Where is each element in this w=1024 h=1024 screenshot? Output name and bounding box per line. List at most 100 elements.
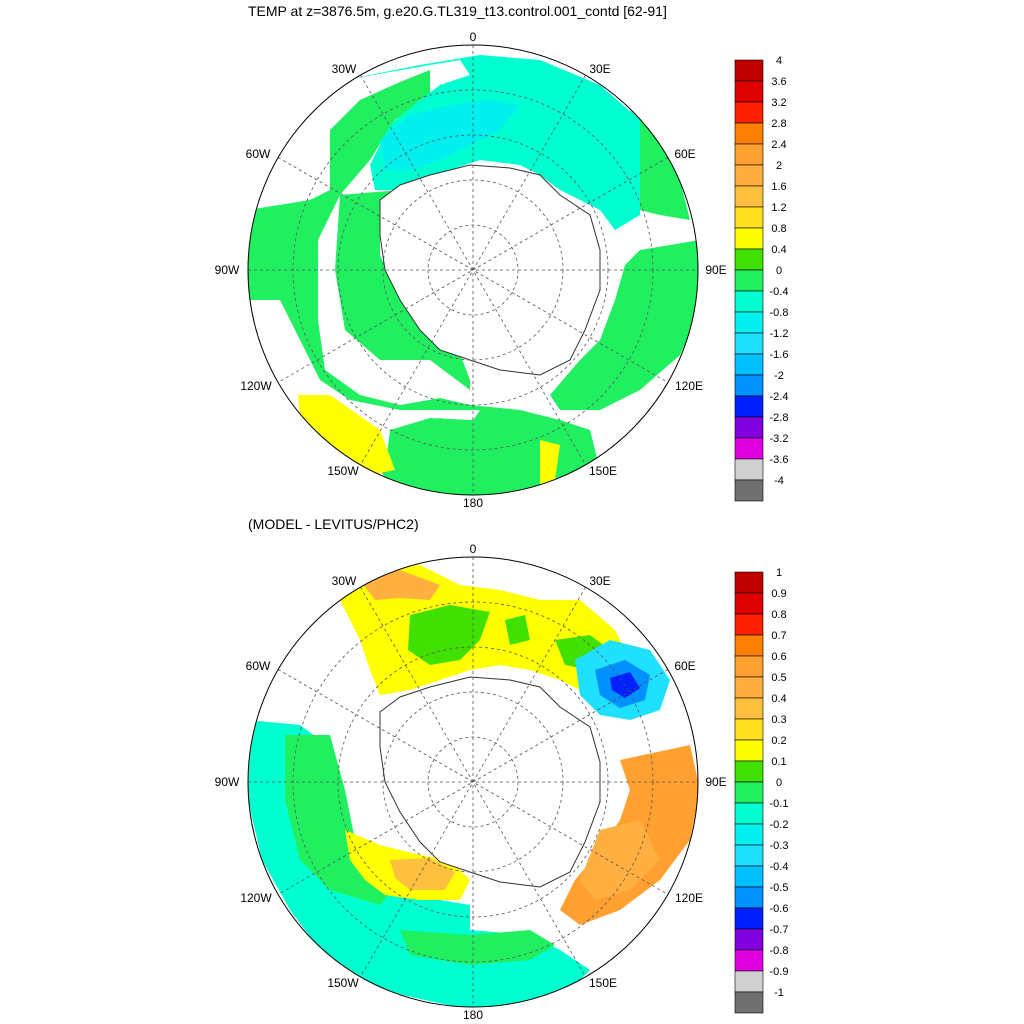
top-field-east bbox=[550, 240, 698, 410]
bottom-field-sw-orange bbox=[390, 858, 455, 890]
colorbar-swatch bbox=[734, 395, 764, 418]
bottom-lon-label: 120W bbox=[240, 891, 272, 905]
top-longitude-labels: 0 30E 60E 90E 120E 150E 180 150W 120W 90… bbox=[215, 30, 727, 510]
colorbar-swatch bbox=[734, 80, 764, 103]
colorbar-swatch bbox=[734, 479, 764, 502]
colorbar-tick-label: -0.8 bbox=[770, 945, 789, 957]
colorbar-tick-label: 3.6 bbox=[771, 76, 786, 88]
colorbar-swatch bbox=[734, 248, 764, 271]
colorbar-tick-label: -0.3 bbox=[770, 840, 789, 852]
colorbar-tick-label: 4 bbox=[776, 55, 782, 67]
bottom-lon-label: 60E bbox=[674, 659, 695, 673]
colorbar-tick-label: 0.2 bbox=[771, 735, 786, 747]
top-field-atlantic bbox=[345, 55, 640, 230]
colorbar-swatch bbox=[734, 739, 764, 762]
colorbar-tick-label: 0.4 bbox=[771, 693, 786, 705]
colorbar-tick-label: 0.8 bbox=[771, 223, 786, 235]
top-colorbar: 4 3.6 3.2 2.8 2.4 2 1.6 1.2 0.8 0.4 0 -0.4 -0.8 -1.2 -… bbox=[734, 55, 789, 502]
top-lon-label: 150W bbox=[327, 464, 359, 478]
colorbar-tick-label: -0.9 bbox=[770, 966, 789, 978]
top-lon-label: 150E bbox=[589, 464, 617, 478]
colorbar-tick-label: 1 bbox=[776, 567, 782, 579]
colorbar-tick-label: -3.6 bbox=[770, 454, 789, 466]
bottom-lon-label: 30E bbox=[589, 574, 610, 588]
colorbar-swatch bbox=[734, 59, 764, 82]
colorbar-swatch bbox=[734, 802, 764, 825]
colorbar-tick-label: 0.8 bbox=[771, 609, 786, 621]
colorbar-tick-label: -0.6 bbox=[770, 903, 789, 915]
top-field-yellow-se bbox=[540, 440, 560, 485]
colorbar-tick-label: -0.1 bbox=[770, 798, 789, 810]
colorbar-swatch bbox=[734, 865, 764, 888]
colorbar-tick-label: 0.1 bbox=[771, 756, 786, 768]
colorbar-swatch bbox=[734, 185, 764, 208]
colorbar-tick-label: -1.6 bbox=[770, 349, 789, 361]
top-field-weddell bbox=[380, 100, 520, 170]
top-lon-label: 180 bbox=[463, 496, 483, 510]
colorbar-swatch bbox=[734, 991, 764, 1014]
colorbar-tick-label: 1.6 bbox=[771, 181, 786, 193]
bottom-lon-label: 150W bbox=[327, 976, 359, 990]
bottom-map-title: (MODEL - LEVITUS/PHC2) bbox=[248, 516, 419, 532]
colorbar-swatch bbox=[734, 928, 764, 951]
colorbar-tick-label: -2.8 bbox=[770, 412, 789, 424]
colorbar-swatch bbox=[734, 290, 764, 313]
colorbar-swatch bbox=[734, 949, 764, 972]
colorbar-tick-label: 1.2 bbox=[771, 202, 786, 214]
bottom-field-atlantic-green bbox=[408, 605, 490, 665]
bottom-lon-label: 30W bbox=[332, 574, 357, 588]
colorbar-swatch bbox=[734, 332, 764, 355]
top-field-northeast bbox=[630, 110, 690, 220]
top-field-south bbox=[385, 415, 600, 495]
top-lon-label: 60W bbox=[246, 147, 271, 161]
colorbar-tick-label: -0.5 bbox=[770, 882, 789, 894]
colorbar-swatch bbox=[734, 101, 764, 124]
colorbar-tick-label: -3.2 bbox=[770, 433, 789, 445]
top-lon-label: 30E bbox=[589, 62, 610, 76]
bottom-field-south-green bbox=[400, 930, 555, 965]
colorbar-swatch bbox=[734, 164, 764, 187]
bottom-longitude-labels: 0 30E 60E 90E 120E 150E 180 150W 120W 90… bbox=[215, 542, 727, 1022]
colorbar-tick-label: 2 bbox=[776, 160, 782, 172]
colorbar-swatch bbox=[734, 374, 764, 397]
colorbar-swatch bbox=[734, 781, 764, 804]
bottom-field-atlantic-green2 bbox=[505, 615, 530, 645]
colorbar-tick-label: 0.3 bbox=[771, 714, 786, 726]
colorbar-swatch bbox=[734, 437, 764, 460]
top-lon-label: 120E bbox=[675, 379, 703, 393]
colorbar-swatch bbox=[734, 353, 764, 376]
colorbar-tick-label: 0.9 bbox=[771, 588, 786, 600]
colorbar-tick-label: 2.8 bbox=[771, 118, 786, 130]
colorbar-tick-label: 0.7 bbox=[771, 630, 786, 642]
colorbar-swatch bbox=[734, 844, 764, 867]
bottom-lon-label: 0 bbox=[470, 542, 477, 556]
bottom-lon-label: 180 bbox=[463, 1008, 483, 1022]
bottom-lon-label: 90W bbox=[215, 775, 240, 789]
colorbar-swatch bbox=[734, 907, 764, 930]
top-lon-label: 90W bbox=[215, 263, 240, 277]
colorbar-swatch bbox=[734, 269, 764, 292]
colorbar-tick-label: -0.7 bbox=[770, 924, 789, 936]
colorbar-tick-label: 0.4 bbox=[771, 244, 786, 256]
colorbar-tick-label: -2 bbox=[774, 370, 784, 382]
colorbar-tick-label: -1.2 bbox=[770, 328, 789, 340]
colorbar-swatch bbox=[734, 458, 764, 481]
colorbar-swatch bbox=[734, 823, 764, 846]
top-field-west bbox=[248, 70, 600, 495]
colorbar-tick-label: -0.4 bbox=[770, 286, 789, 298]
colorbar-tick-label: 0 bbox=[776, 777, 782, 789]
colorbar-swatch bbox=[734, 311, 764, 334]
colorbar-tick-label: -0.2 bbox=[770, 819, 789, 831]
top-lon-label: 90E bbox=[705, 263, 726, 277]
bottom-lon-label: 120E bbox=[675, 891, 703, 905]
bottom-polar-map: 0 30E 60E 90E 120E 150E 180 150W 120W 90… bbox=[215, 542, 727, 1022]
top-polar-map: 0 30E 60E 90E 120E 150E 180 150W 120W 90… bbox=[215, 30, 727, 510]
top-lon-label: 30W bbox=[332, 62, 357, 76]
top-map-title: TEMP at z=3876.5m, g.e20.G.TL319_t13.con… bbox=[248, 3, 667, 19]
colorbar-swatch bbox=[734, 634, 764, 657]
colorbar-tick-label: -2.4 bbox=[770, 391, 789, 403]
colorbar-swatch bbox=[734, 613, 764, 636]
colorbar-swatch bbox=[734, 886, 764, 909]
colorbar-swatch bbox=[734, 122, 764, 145]
